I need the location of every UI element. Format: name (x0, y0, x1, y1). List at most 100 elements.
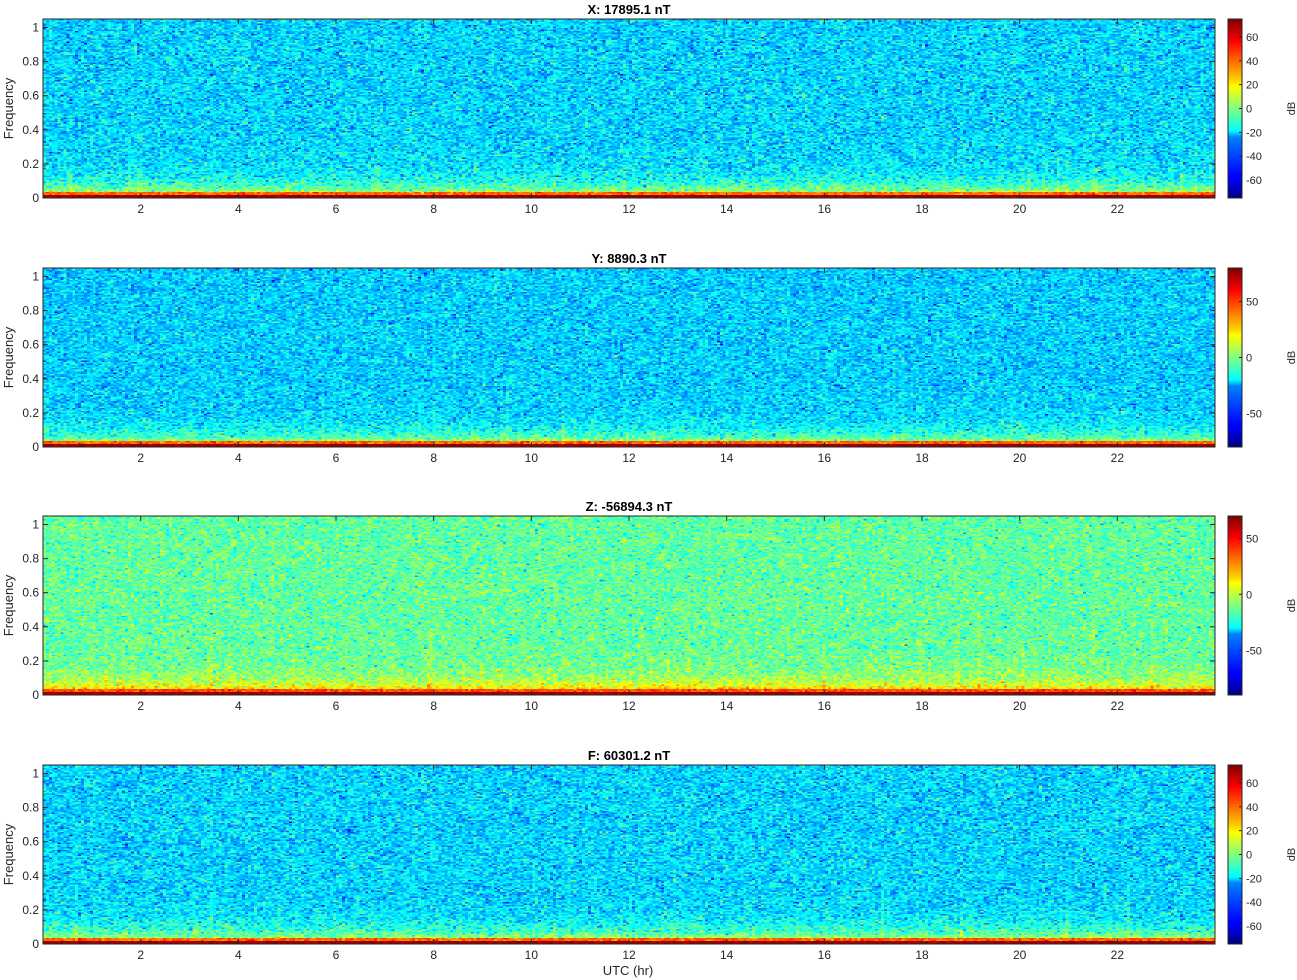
x-tick-label: 18 (915, 202, 929, 216)
colorbar-tick-label: 40 (1246, 802, 1258, 814)
colorbar-tick-label: 60 (1246, 778, 1258, 790)
colorbar-label: dB (1286, 599, 1297, 612)
x-tick-label: 2 (137, 202, 144, 216)
y-tick-label: 0 (32, 688, 39, 702)
y-tick-label: 0.4 (22, 869, 39, 883)
y-axis-label: Frequency (1, 823, 16, 885)
x-tick-label: 20 (1013, 202, 1027, 216)
colorbar-tick-label: 40 (1246, 56, 1258, 68)
x-axis-label: UTC (hr) (603, 963, 654, 978)
colorbar-tick-label: -50 (1246, 645, 1262, 657)
y-tick-label: 0 (32, 191, 39, 205)
colorbar-tick-label: 20 (1246, 80, 1258, 92)
y-tick-label: 1 (32, 767, 39, 781)
colorbar-tick-label: -60 (1246, 921, 1262, 933)
colorbar-tick-label: -20 (1246, 873, 1262, 885)
colorbar-tick-label: -50 (1246, 408, 1262, 420)
x-tick-label: 2 (137, 948, 144, 962)
panel-title: Z: -56894.3 nT (586, 499, 673, 514)
y-axis-label: Frequency (1, 574, 16, 636)
y-tick-label: 0.6 (22, 89, 39, 103)
colorbar-tick-label: -40 (1246, 897, 1262, 909)
y-tick-label: 0.8 (22, 801, 39, 815)
x-tick-label: 4 (235, 451, 242, 465)
colorbar-tick-label: -40 (1246, 151, 1262, 163)
y-tick-label: 0.6 (22, 586, 39, 600)
x-tick-label: 20 (1013, 948, 1027, 962)
y-tick-label: 1 (32, 21, 39, 35)
colorbar-label: dB (1286, 848, 1297, 861)
colorbar-tick-label: 50 (1246, 297, 1258, 309)
spectrogram-image (43, 268, 1215, 447)
y-tick-label: 0.4 (22, 123, 39, 137)
x-tick-label: 18 (915, 451, 929, 465)
x-tick-label: 22 (1111, 202, 1125, 216)
x-tick-label: 6 (333, 202, 340, 216)
x-tick-label: 18 (915, 699, 929, 713)
colorbar-label: dB (1286, 351, 1297, 364)
x-tick-label: 14 (720, 451, 734, 465)
colorbar-tick-label: 0 (1246, 850, 1252, 862)
x-tick-label: 16 (818, 202, 832, 216)
panel-title: Y: 8890.3 nT (592, 251, 667, 266)
y-tick-label: 0.2 (22, 157, 39, 171)
y-tick-label: 0 (32, 440, 39, 454)
panel-title: F: 60301.2 nT (588, 748, 670, 763)
spectrogram-image (43, 765, 1215, 944)
x-tick-label: 2 (137, 699, 144, 713)
x-tick-label: 20 (1013, 451, 1027, 465)
y-tick-label: 1 (32, 270, 39, 284)
x-tick-label: 4 (235, 202, 242, 216)
colorbar-tick-label: 20 (1246, 826, 1258, 838)
x-tick-label: 16 (818, 948, 832, 962)
x-tick-label: 12 (622, 451, 636, 465)
x-tick-label: 2 (137, 451, 144, 465)
panel-title: X: 17895.1 nT (587, 2, 670, 17)
y-tick-label: 0 (32, 937, 39, 951)
x-tick-label: 22 (1111, 451, 1125, 465)
x-tick-label: 10 (525, 451, 539, 465)
x-tick-label: 8 (430, 948, 437, 962)
x-tick-label: 20 (1013, 699, 1027, 713)
y-tick-label: 1 (32, 518, 39, 532)
x-tick-label: 6 (333, 948, 340, 962)
x-tick-label: 12 (622, 948, 636, 962)
x-tick-label: 12 (622, 699, 636, 713)
colorbar-tick-label: 0 (1246, 353, 1252, 365)
y-tick-label: 0.6 (22, 338, 39, 352)
x-tick-label: 4 (235, 699, 242, 713)
x-tick-label: 4 (235, 948, 242, 962)
colorbar: -60 -40 -20 0 20 40 60 dB (1227, 764, 1297, 945)
x-tick-label: 8 (430, 202, 437, 216)
x-tick-label: 16 (818, 699, 832, 713)
y-tick-label: 0.8 (22, 55, 39, 69)
y-tick-label: 0.6 (22, 835, 39, 849)
spectrogram-image (43, 19, 1215, 198)
x-tick-label: 8 (430, 451, 437, 465)
y-tick-label: 0.2 (22, 654, 39, 668)
x-tick-label: 10 (525, 948, 539, 962)
y-tick-label: 0.4 (22, 620, 39, 634)
x-tick-label: 22 (1111, 948, 1125, 962)
x-tick-label: 8 (430, 699, 437, 713)
x-tick-label: 10 (525, 699, 539, 713)
x-tick-label: 14 (720, 699, 734, 713)
y-axis-label: Frequency (1, 326, 16, 388)
colorbar-tick-label: 60 (1246, 32, 1258, 44)
y-tick-label: 0.8 (22, 304, 39, 318)
x-tick-label: 6 (333, 451, 340, 465)
colorbar-gradient (1227, 515, 1243, 696)
colorbar-tick-label: 0 (1246, 589, 1252, 601)
x-tick-label: 10 (525, 202, 539, 216)
colorbar: -50 0 50 dB (1227, 515, 1297, 696)
colorbar: -50 0 50 dB (1227, 267, 1297, 448)
x-tick-label: 22 (1111, 699, 1125, 713)
y-tick-label: 0.8 (22, 552, 39, 566)
colorbar-tick-label: -20 (1246, 127, 1262, 139)
colorbar: -60 -40 -20 0 20 40 60 dB (1227, 18, 1297, 199)
